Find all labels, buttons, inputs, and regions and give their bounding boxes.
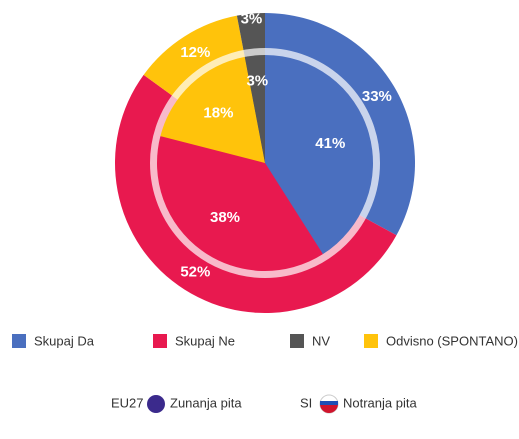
series-label: Zunanja pita bbox=[170, 395, 242, 410]
value-label: 52% bbox=[180, 264, 210, 281]
legend-swatch bbox=[153, 334, 167, 348]
ring bbox=[150, 48, 380, 278]
value-label: 33% bbox=[362, 88, 392, 105]
pie-key: EU27 Zunanja pita SI Notranja pita bbox=[111, 394, 417, 414]
series-name: SI bbox=[300, 395, 312, 410]
pie-slice bbox=[265, 55, 373, 255]
legend: Skupaj Da Skupaj Ne Odvisno (SPONTANO) NV bbox=[12, 333, 518, 348]
value-label: 18% bbox=[203, 104, 233, 121]
legend-label: NV bbox=[312, 333, 330, 348]
series-label: Notranja pita bbox=[343, 395, 417, 410]
legend-swatch bbox=[12, 334, 26, 348]
pies: 33% 52% 12% 3% 41% 38% 18% 3% bbox=[115, 11, 415, 313]
value-label: 3% bbox=[241, 11, 263, 28]
legend-swatch bbox=[364, 334, 378, 348]
value-label: 41% bbox=[315, 135, 345, 152]
legend-label: Skupaj Da bbox=[34, 333, 95, 348]
value-label: 38% bbox=[210, 209, 240, 226]
legend-label: Skupaj Ne bbox=[175, 333, 235, 348]
value-label: 12% bbox=[180, 44, 210, 61]
pie-slice bbox=[244, 55, 265, 163]
pie-slice bbox=[160, 56, 265, 163]
series-name: EU27 bbox=[111, 395, 144, 410]
legend-swatch bbox=[290, 334, 304, 348]
legend-label: Odvisno (SPONTANO) bbox=[386, 333, 518, 348]
si-icon bbox=[319, 394, 339, 414]
value-label: 3% bbox=[246, 72, 268, 89]
eu-icon bbox=[147, 395, 165, 413]
pie-slice bbox=[157, 136, 323, 271]
